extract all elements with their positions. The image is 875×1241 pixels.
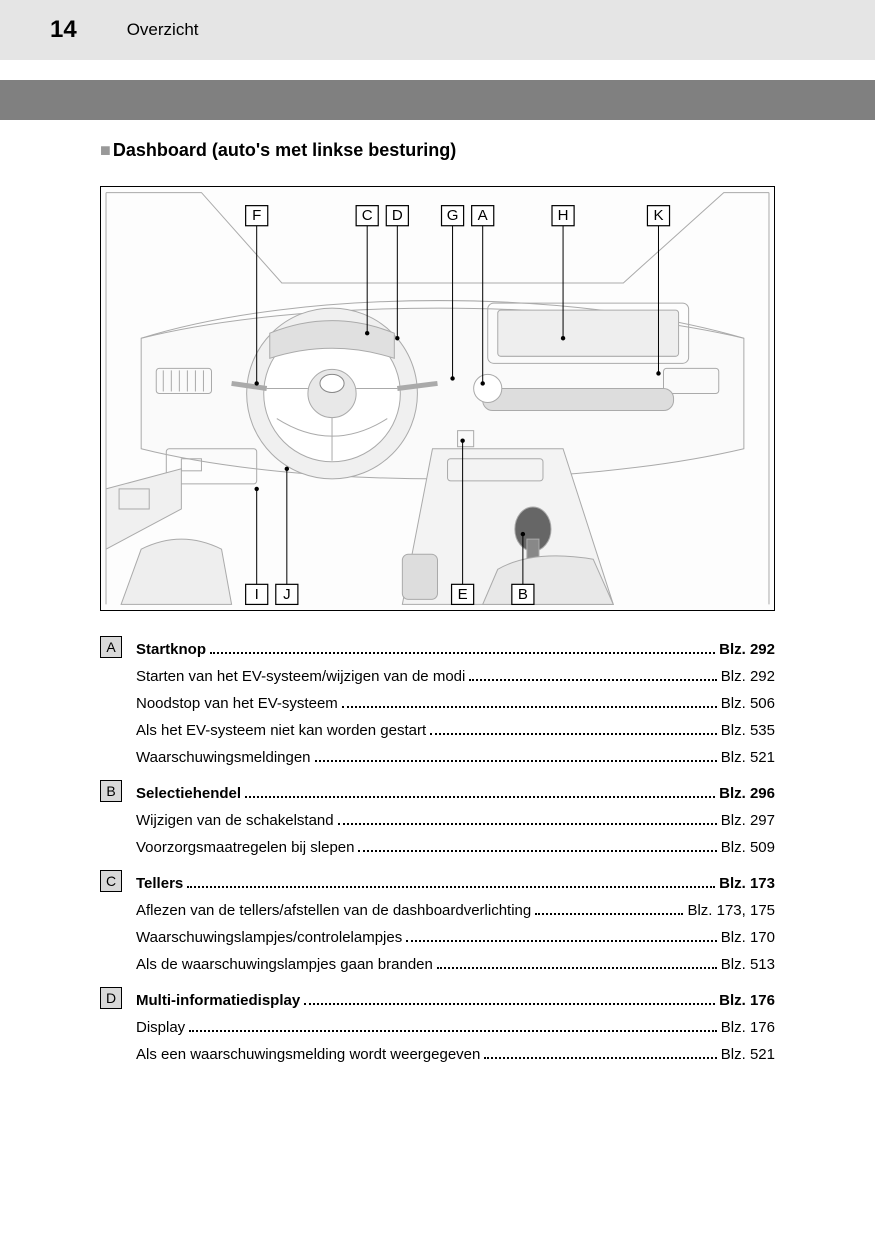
callout-G: G — [447, 207, 459, 224]
section-title: Dashboard (auto's met linkse besturing) — [100, 140, 775, 161]
entry-sub: Display Blz. 176 — [100, 1019, 775, 1036]
entry-sub-page: Blz. 176 — [721, 1019, 775, 1036]
leader-dots — [338, 823, 717, 825]
entry-sub-label: Aflezen van de tellers/afstellen van de … — [136, 902, 531, 919]
entry-sub-label: Voorzorgsmaatregelen bij slepen — [136, 839, 354, 856]
entry-sub-label: Als de waarschuwingslampjes gaan branden — [136, 956, 433, 973]
entry-sub-label: Noodstop van het EV-systeem — [136, 695, 338, 712]
leader-dots — [406, 940, 717, 942]
leader-dots — [342, 706, 717, 708]
entry-sub-label: Als het EV-systeem niet kan worden gesta… — [136, 722, 426, 739]
entry-sub-page: Blz. 513 — [721, 956, 775, 973]
leader-dots — [358, 850, 716, 852]
dark-band — [0, 80, 875, 120]
entry-sub-label: Display — [136, 1019, 185, 1036]
entry-sub: Als het EV-systeem niet kan worden gesta… — [100, 722, 775, 739]
entry-label: Selectiehendel — [136, 785, 241, 802]
entry-sub-page: Blz. 292 — [721, 668, 775, 685]
entry-heading-C: C Tellers Blz. 173 — [100, 870, 775, 892]
entry-marker-B: B — [100, 780, 122, 802]
entry-sub-label: Starten van het EV-systeem/wijzigen van … — [136, 668, 465, 685]
page-number: 14 — [50, 16, 77, 44]
callout-E: E — [458, 586, 468, 603]
entry-heading-A: A Startknop Blz. 292 — [100, 636, 775, 658]
leader-dots — [430, 733, 717, 735]
index-entries: A Startknop Blz. 292 Starten van het EV-sys… — [100, 636, 775, 1063]
entry-sub-label: Waarschuwingsmeldingen — [136, 749, 311, 766]
entry-sub-page: Blz. 521 — [721, 1046, 775, 1063]
leader-dots — [210, 652, 715, 654]
callout-H: H — [558, 207, 569, 224]
callout-I: I — [255, 586, 259, 603]
leader-dots — [315, 760, 717, 762]
leader-dots — [245, 796, 715, 798]
entry-page: Blz. 296 — [719, 785, 775, 802]
entry-page: Blz. 173 — [719, 875, 775, 892]
entry-sub-page: Blz. 535 — [721, 722, 775, 739]
entry-sub: Aflezen van de tellers/afstellen van de … — [100, 902, 775, 919]
callout-K: K — [653, 207, 663, 224]
leader-dots — [469, 679, 716, 681]
entry-sub: Als de waarschuwingslampjes gaan branden… — [100, 956, 775, 973]
leader-dots — [304, 1003, 715, 1005]
entry-sub-page: Blz. 521 — [721, 749, 775, 766]
entry-label: Startknop — [136, 641, 206, 658]
entry-sub-page: Blz. 170 — [721, 929, 775, 946]
entry-sub-page: Blz. 297 — [721, 812, 775, 829]
leader-dots — [484, 1057, 716, 1059]
leader-dots — [535, 913, 683, 915]
content-area: Dashboard (auto's met linkse besturing) — [0, 120, 875, 1063]
entry-B: B Selectiehendel Blz. 296 Wijzigen van de s… — [100, 780, 775, 856]
entry-marker-C: C — [100, 870, 122, 892]
entry-sub-label: Wijzigen van de schakelstand — [136, 812, 334, 829]
page-header: 14 Overzicht — [0, 0, 875, 60]
entry-sub-label: Waarschuwingslampjes/controlelampjes — [136, 929, 402, 946]
entry-label: Tellers — [136, 875, 183, 892]
entry-page: Blz. 292 — [719, 641, 775, 658]
dashboard-svg: F C D G A H K I J E B — [101, 187, 774, 610]
entry-sub: Wijzigen van de schakelstand Blz. 297 — [100, 812, 775, 829]
leader-dots — [187, 886, 715, 888]
callout-D: D — [392, 207, 403, 224]
entry-page: Blz. 176 — [719, 992, 775, 1009]
entry-heading-D: D Multi-informatiedisplay Blz. 176 — [100, 987, 775, 1009]
callout-F: F — [252, 207, 261, 224]
entry-heading-B: B Selectiehendel Blz. 296 — [100, 780, 775, 802]
callout-A: A — [478, 207, 488, 224]
entry-sub-page: Blz. 506 — [721, 695, 775, 712]
entry-sub: Als een waarschuwingsmelding wordt weerg… — [100, 1046, 775, 1063]
entry-D: D Multi-informatiedisplay Blz. 176 Display B… — [100, 987, 775, 1063]
entry-sub-label: Als een waarschuwingsmelding wordt weerg… — [136, 1046, 480, 1063]
callout-B: B — [518, 586, 528, 603]
callout-J: J — [283, 586, 291, 603]
entry-C: C Tellers Blz. 173 Aflezen van de tellers/a… — [100, 870, 775, 973]
leader-dots — [189, 1030, 717, 1032]
entry-sub: Voorzorgsmaatregelen bij slepen Blz. 509 — [100, 839, 775, 856]
leader-dots — [437, 967, 717, 969]
entry-A: A Startknop Blz. 292 Starten van het EV-sys… — [100, 636, 775, 766]
entry-sub: Noodstop van het EV-systeem Blz. 506 — [100, 695, 775, 712]
entry-sub: Waarschuwingsmeldingen Blz. 521 — [100, 749, 775, 766]
entry-sub-page: Blz. 173, 175 — [687, 902, 775, 919]
dashboard-diagram: F C D G A H K I J E B — [100, 186, 775, 611]
entry-marker-A: A — [100, 636, 122, 658]
entry-sub: Waarschuwingslampjes/controlelampjes Blz.… — [100, 929, 775, 946]
entry-sub: Starten van het EV-systeem/wijzigen van … — [100, 668, 775, 685]
callout-C: C — [362, 207, 373, 224]
header-title: Overzicht — [127, 20, 199, 40]
entry-marker-D: D — [100, 987, 122, 1009]
entry-sub-page: Blz. 509 — [721, 839, 775, 856]
entry-label: Multi-informatiedisplay — [136, 992, 300, 1009]
